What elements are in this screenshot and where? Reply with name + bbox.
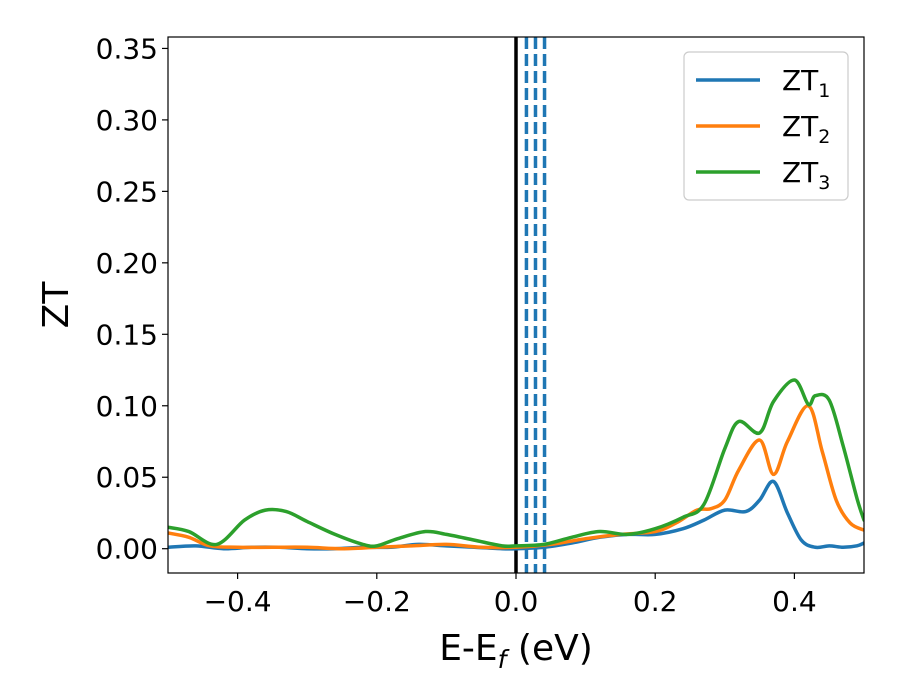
- y-tick-label: 0.35: [96, 32, 158, 65]
- y-tick-label: 0.00: [96, 533, 158, 566]
- x-axis-ticks: −0.4 −0.2 0.0 0.2 0.4: [204, 573, 817, 618]
- vertical-markers: [514, 37, 547, 573]
- legend-label-zt1: ZT1: [782, 64, 830, 102]
- y-tick-label: 0.05: [96, 461, 158, 494]
- y-tick-label: 0.20: [96, 247, 158, 280]
- x-axis-label: E-Ef (eV): [439, 628, 593, 674]
- series-lines: [168, 378, 864, 551]
- legend-label-zt3: ZT3: [782, 156, 830, 194]
- legend-box: [683, 51, 849, 201]
- x-tick-label: 0.4: [772, 585, 817, 618]
- y-tick-label: 0.15: [96, 318, 158, 351]
- y-axis-label: ZT: [36, 281, 77, 329]
- x-tick-label: 0.2: [633, 585, 678, 618]
- legend-label-zt2: ZT2: [782, 110, 830, 148]
- x-tick-label: −0.4: [204, 585, 272, 618]
- x-tick-label: −0.2: [343, 585, 411, 618]
- y-tick-label: 0.30: [96, 104, 158, 137]
- y-axis-ticks: 0.00 0.05 0.10 0.15 0.20 0.25 0.30 0.35: [96, 32, 168, 566]
- legend: ZT1 ZT2 ZT3: [683, 51, 849, 201]
- y-tick-label: 0.25: [96, 175, 158, 208]
- x-tick-label: 0.0: [494, 585, 539, 618]
- series-line-zt3: [168, 378, 864, 549]
- y-tick-label: 0.10: [96, 390, 158, 423]
